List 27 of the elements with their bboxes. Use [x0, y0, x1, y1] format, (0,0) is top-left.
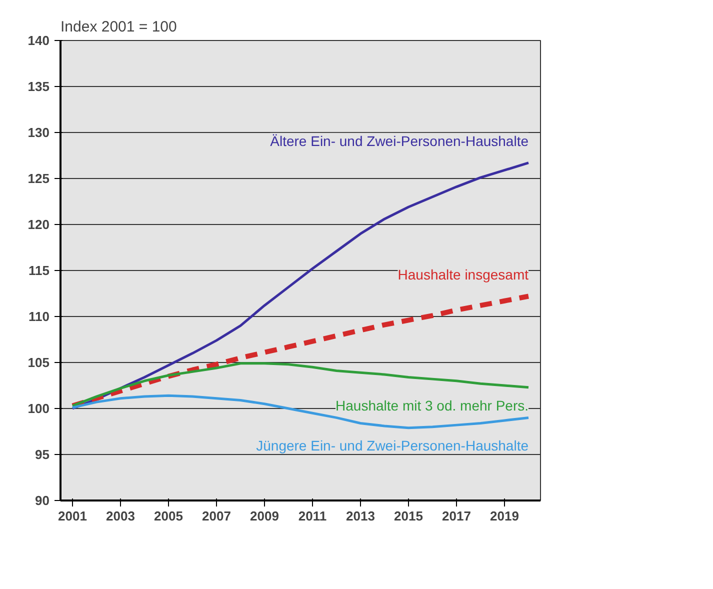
series-label: Haushalte mit 3 od. mehr Pers. [336, 397, 529, 414]
y-tick-label: 130 [28, 125, 50, 140]
y-tick-label: 110 [28, 309, 50, 324]
y-tick-label: 135 [28, 79, 50, 94]
y-tick-label: 140 [28, 33, 50, 48]
series-label: Jüngere Ein- und Zwei-Personen-Haushalte [256, 438, 529, 454]
x-tick-label: 2019 [490, 508, 519, 524]
y-tick-label: 115 [28, 263, 50, 278]
x-tick-label: 2017 [442, 508, 471, 524]
y-tick-label: 90 [35, 493, 50, 508]
x-tick-label: 2005 [154, 508, 183, 524]
chart-title: Index 2001 = 100 [60, 18, 177, 36]
x-tick-label: 2011 [298, 508, 327, 524]
x-tick-label: 2009 [250, 508, 279, 524]
y-tick-label: 120 [28, 217, 50, 232]
y-tick-label: 125 [28, 171, 50, 186]
x-tick-label: 2003 [106, 508, 135, 524]
y-tick-label: 100 [28, 401, 50, 416]
series-label: Haushalte insgesamt [398, 266, 529, 282]
series-label: Ältere Ein- und Zwei-Personen-Haushalte [270, 132, 529, 149]
x-tick-label: 2001 [58, 508, 87, 524]
line-series [71, 394, 530, 430]
y-tick-label: 105 [28, 355, 50, 370]
x-tick-label: 2013 [346, 508, 375, 524]
y-tick-label: 95 [35, 447, 50, 462]
x-tick-label: 2015 [394, 508, 423, 524]
x-tick-label: 2007 [202, 508, 231, 524]
